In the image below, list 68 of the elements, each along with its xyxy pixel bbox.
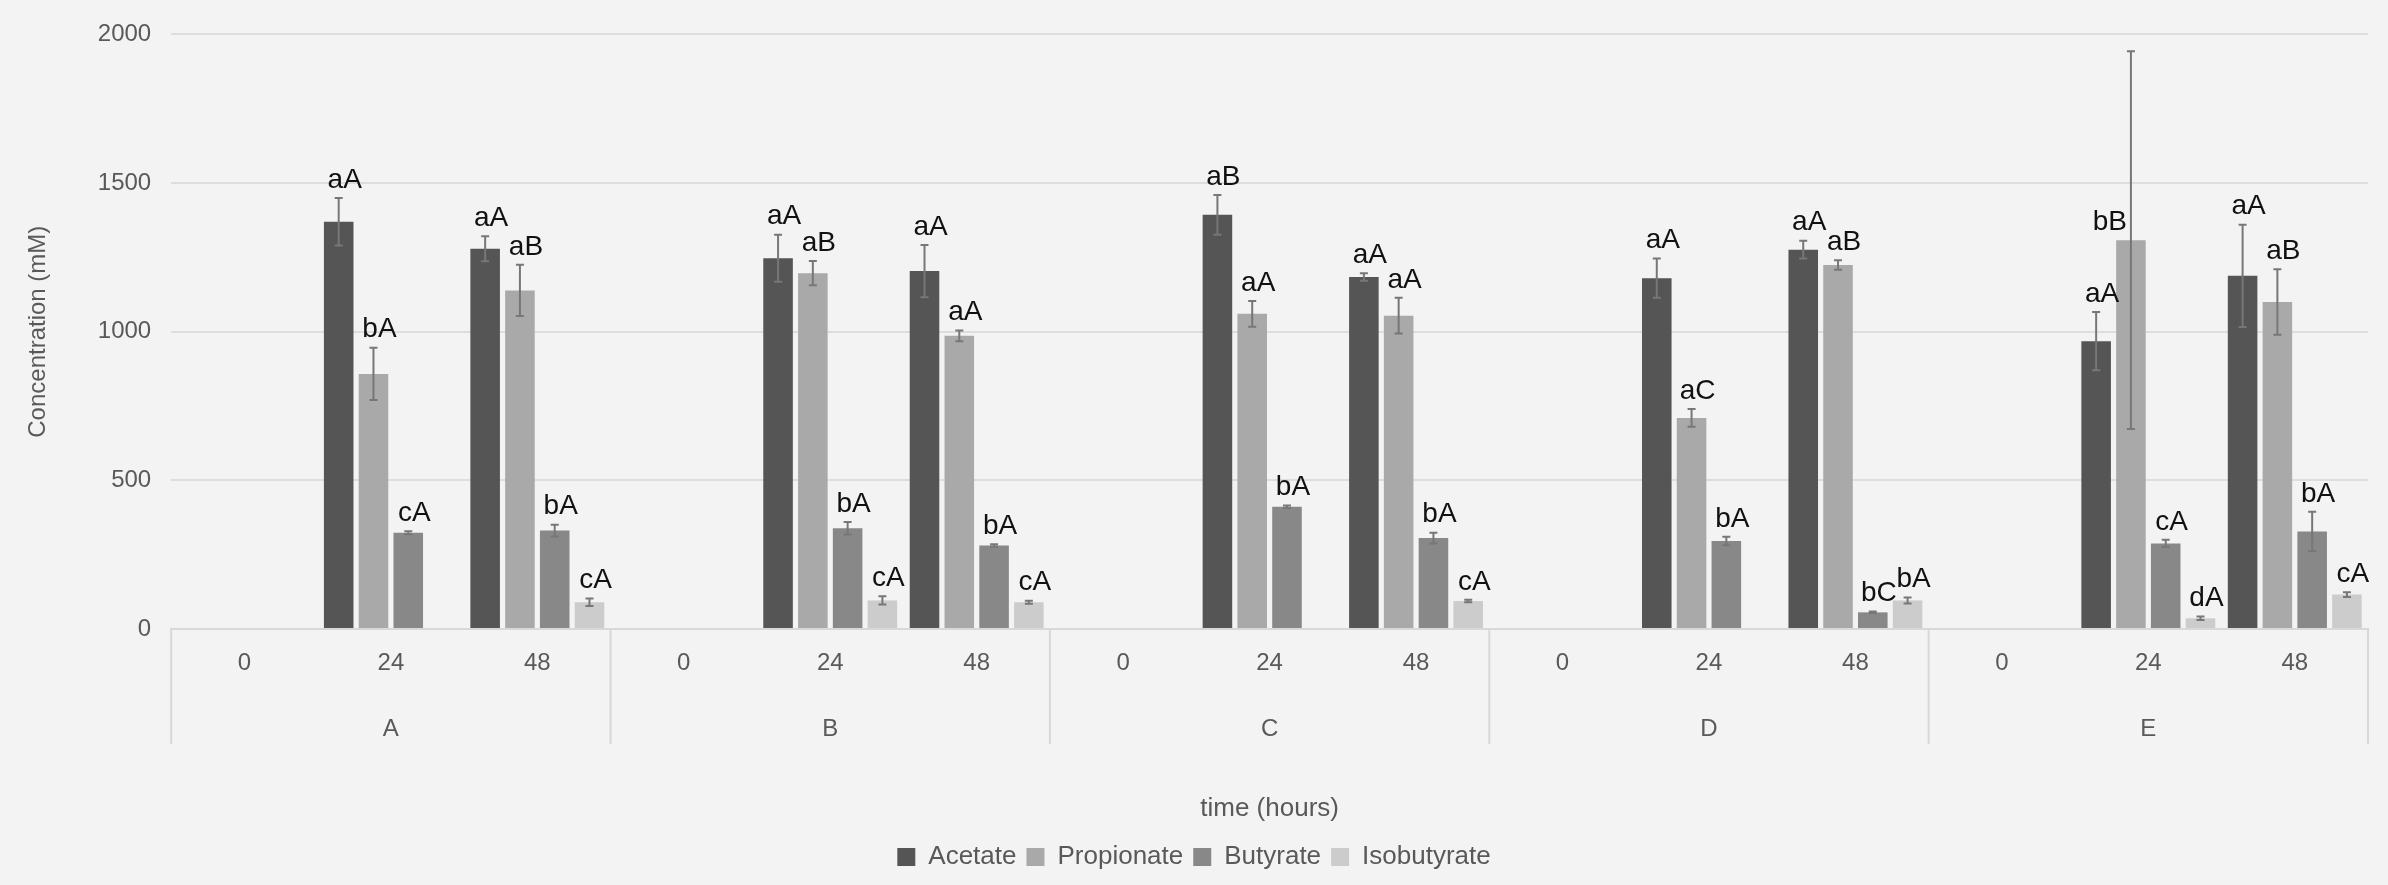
data-label: aA (948, 295, 983, 327)
text: A (382, 713, 399, 741)
data-label: cA (2155, 504, 2189, 536)
data-label: aB (801, 225, 836, 257)
legend-label: Propionate (1057, 840, 1184, 871)
data-label: cA (2336, 556, 2370, 588)
data-label: aA (1352, 237, 1388, 269)
x-axis-title: time (hours) (1200, 791, 1339, 822)
data-label: cA (579, 563, 613, 595)
y-tick-label: 1500 (97, 167, 152, 195)
data-label: cA (1018, 565, 1052, 597)
data-label: aA (474, 200, 509, 232)
x-tick-label: 0 (237, 648, 252, 676)
x-tick-label: 24 (1695, 648, 1723, 676)
data-label: cA (872, 561, 906, 593)
text: B (822, 713, 839, 741)
x-tick-label: 24 (2134, 648, 2162, 676)
legend-label: Acetate (928, 840, 1017, 871)
x-tick-label: 24 (816, 648, 844, 676)
data-label: aA (1241, 265, 1276, 297)
data-label: aB (508, 229, 544, 261)
text: C (1260, 713, 1279, 741)
data-label: aA (327, 162, 363, 194)
data-label: aA (1792, 205, 1827, 237)
data-label: aA (1645, 223, 1681, 255)
x-tick-label: 0 (1116, 648, 1130, 676)
x-tick-label: 48 (2281, 648, 2309, 676)
data-label: aA (766, 199, 802, 231)
x-tick-label: 48 (963, 648, 991, 676)
data-label: aB (1826, 225, 1862, 257)
data-label: aB (1206, 159, 1241, 191)
data-label: aA (1387, 262, 1423, 294)
data-label: cA (1457, 564, 1491, 596)
y-tick-label: 500 (111, 464, 152, 492)
legend-label: Isobutyrate (1362, 840, 1491, 871)
data-label: bA (1275, 470, 1311, 502)
text: E (2140, 713, 2157, 741)
data-label: bC (1860, 576, 1897, 608)
x-tick-label: 0 (1555, 648, 1570, 676)
x-tick-label: 24 (1256, 648, 1283, 676)
x-tick-label: 48 (523, 648, 551, 676)
data-label: cA (397, 495, 431, 527)
x-tick-label: 0 (677, 648, 691, 676)
data-label: aA (2085, 276, 2120, 308)
data-label: bA (543, 489, 579, 521)
y-axis-title: Concentration (mM) (23, 225, 51, 438)
text: D (1700, 713, 1718, 741)
data-label: bA (1715, 501, 1750, 533)
y-tick-label: 0 (137, 613, 152, 641)
x-tick-label: 48 (1402, 648, 1430, 676)
y-tick-label: 2000 (97, 19, 152, 47)
y-tick-label: 1000 (97, 316, 152, 344)
data-label: bB (2092, 204, 2127, 236)
data-label: aC (1679, 373, 1716, 405)
data-label: bA (836, 486, 872, 518)
data-label: aA (2231, 189, 2267, 221)
x-tick-label: 24 (377, 648, 405, 676)
data-label: bA (982, 508, 1018, 540)
x-tick-label: 0 (1995, 648, 2009, 676)
x-tick-label: 48 (1842, 648, 1869, 676)
legend-label: Butyrate (1224, 840, 1322, 871)
data-label: dA (2189, 581, 2224, 613)
data-label: bA (362, 312, 397, 344)
data-label: bA (1896, 562, 1932, 594)
data-label: bA (2301, 476, 2336, 508)
data-label: aB (2266, 233, 2301, 265)
data-label: aA (913, 209, 948, 241)
data-label: bA (1422, 497, 1457, 529)
